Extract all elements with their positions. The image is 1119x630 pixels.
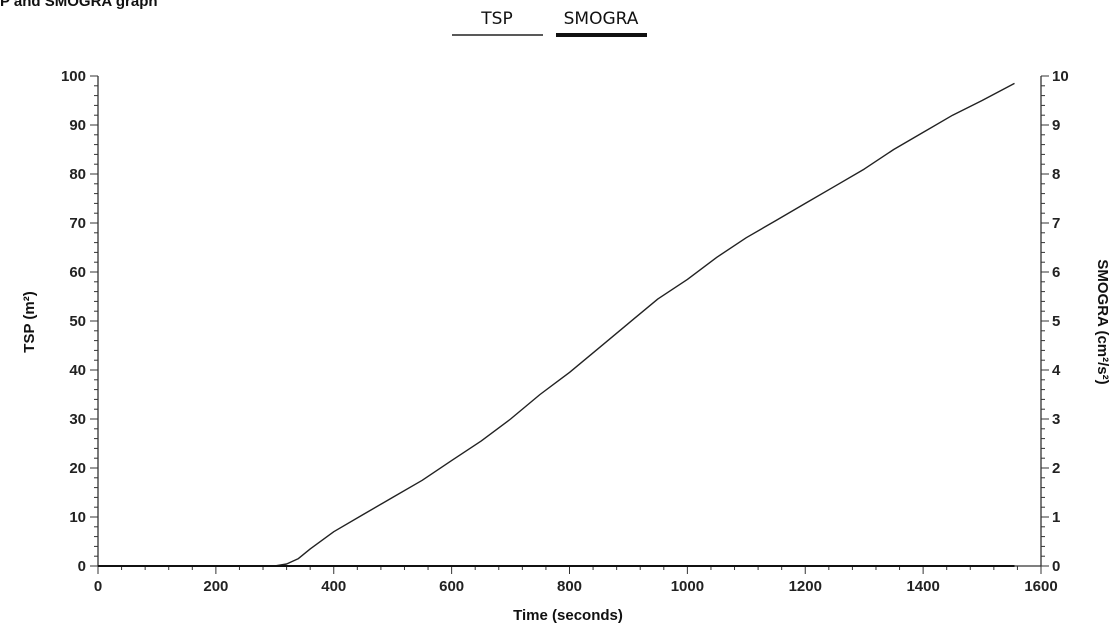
y2-tick-label: 5 (1052, 313, 1060, 330)
y-tick-label: 10 (69, 509, 86, 526)
y-tick-label: 60 (69, 264, 86, 281)
x-axis-title: Time (seconds) (513, 607, 623, 624)
x-tick-label: 1400 (906, 578, 939, 595)
y-tick-label: 70 (69, 215, 86, 232)
y-tick-label: 40 (69, 362, 86, 379)
y2-tick-label: 8 (1052, 166, 1060, 183)
axes: 0 200 400 600 800 1000 1200 1400 160001020304050… (61, 68, 1069, 595)
x-tick-label: 800 (557, 578, 582, 595)
x-tick-label: 400 (321, 578, 346, 595)
y-tick-label: 90 (69, 117, 86, 134)
y2-axis-title: SMOGRA (cm²/s²) (1094, 259, 1111, 384)
series-line-tsp (98, 82, 1015, 567)
x-tick-label: 200 (203, 578, 228, 595)
y2-tick-label: 1 (1052, 509, 1060, 526)
x-tick-label: 1600 (1024, 578, 1057, 595)
y-tick-label: 100 (61, 68, 86, 85)
y2-tick-label: 3 (1052, 411, 1060, 428)
y2-tick-label: 9 (1052, 117, 1060, 134)
x-tick-label: 1200 (789, 578, 822, 595)
y2-tick-label: 7 (1052, 215, 1060, 232)
x-tick-label: 600 (439, 578, 464, 595)
y-tick-label: 0 (78, 558, 86, 575)
y-axis-title: TSP (m²) (21, 291, 38, 352)
legend-label-tsp: TSP (480, 9, 512, 29)
y-tick-label: 50 (69, 313, 86, 330)
y2-tick-label: 6 (1052, 264, 1060, 281)
y2-tick-label: 0 (1052, 558, 1060, 575)
chart-header: SP and SMOGRA graph (0, 0, 158, 10)
legend-label-smogra: SMOGRA (564, 9, 639, 29)
y2-tick-label: 10 (1052, 68, 1069, 85)
x-tick-label: 0 (94, 578, 102, 595)
y-tick-label: 20 (69, 460, 86, 477)
y2-tick-label: 4 (1052, 362, 1061, 379)
y-tick-label: 80 (69, 166, 86, 183)
legend: TSP SMOGRA (452, 9, 647, 37)
y-tick-label: 30 (69, 411, 86, 428)
y2-tick-label: 2 (1052, 460, 1060, 477)
series-layer (98, 82, 1015, 567)
x-tick-label: 1000 (671, 578, 704, 595)
